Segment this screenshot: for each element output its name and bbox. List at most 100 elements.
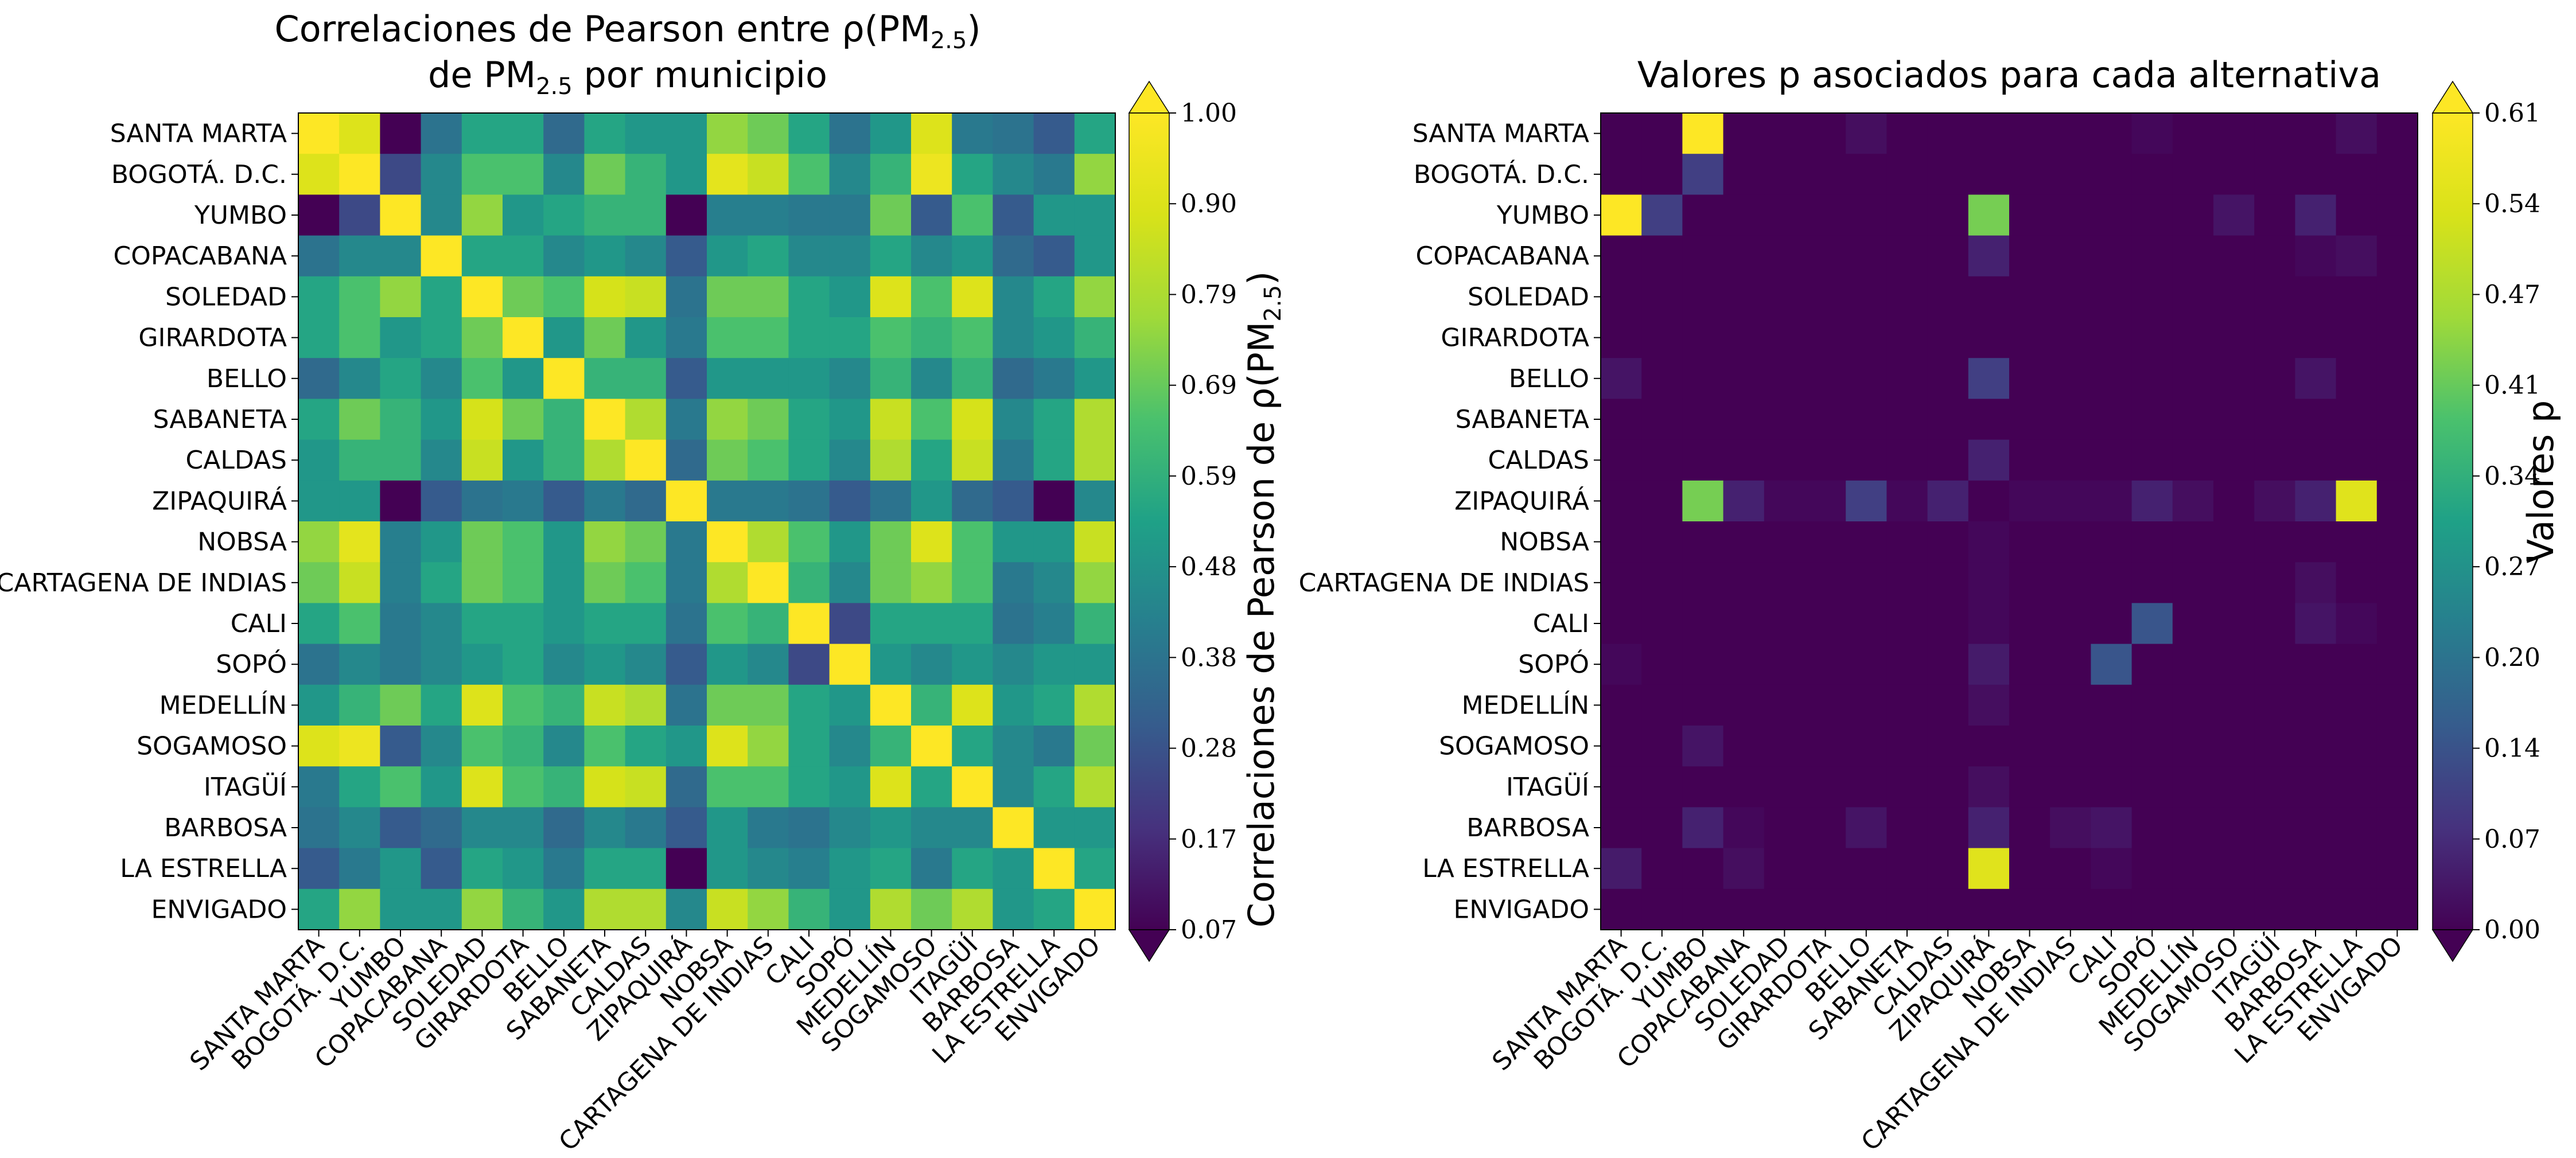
heatmap-cell — [1682, 194, 1724, 236]
heatmap-cell — [1601, 807, 1642, 849]
heatmap-cell — [870, 358, 912, 399]
heatmap-cell — [2172, 317, 2214, 358]
heatmap-cell — [2009, 644, 2050, 685]
heatmap-cell — [1805, 644, 1846, 685]
heatmap-cell — [1723, 480, 1765, 522]
heatmap-cell — [421, 726, 462, 767]
heatmap-cell — [1682, 154, 1724, 195]
heatmap-cell — [1641, 480, 1683, 522]
heatmap-cell — [2172, 562, 2214, 603]
colorbar-frame — [2432, 112, 2473, 930]
heatmap-cell — [1927, 603, 1969, 645]
heatmap-cell — [2254, 644, 2295, 685]
heatmap-cell — [1927, 276, 1969, 318]
heatmap-cell — [2295, 194, 2337, 236]
heatmap-cell — [503, 521, 544, 563]
heatmap-cell — [584, 766, 626, 808]
heatmap-cell — [339, 317, 380, 358]
y-tick-label: COPACABANA — [1415, 241, 1589, 271]
heatmap-cell — [339, 726, 380, 767]
y-tick-label: NOBSA — [197, 528, 287, 557]
colorbar-tick-label: 0.07 — [1181, 915, 1237, 945]
heatmap-cell — [1682, 113, 1724, 154]
heatmap-cell — [2254, 154, 2295, 195]
colorbar-min-arrow — [2431, 929, 2474, 962]
heatmap-cell — [2050, 644, 2091, 685]
heatmap-cell — [2295, 562, 2337, 603]
heatmap-cell — [707, 766, 748, 808]
heatmap-cell — [870, 439, 912, 481]
y-tick-label: BELLO — [207, 364, 287, 393]
heatmap-cell — [1601, 848, 1642, 890]
heatmap-cell — [503, 317, 544, 358]
heatmap-cell — [461, 644, 503, 685]
heatmap-cell — [2091, 684, 2133, 726]
heatmap-cell — [1033, 644, 1075, 685]
heatmap-cell — [1723, 766, 1765, 808]
heatmap-cell — [1927, 766, 1969, 808]
heatmap-cell — [829, 807, 871, 849]
heatmap-cell — [1805, 848, 1846, 890]
heatmap-cell — [993, 684, 1034, 726]
heatmap-cell — [1723, 684, 1765, 726]
heatmap-cell — [1723, 603, 1765, 645]
heatmap-cell — [707, 521, 748, 563]
heatmap-cell — [1968, 194, 2010, 236]
heatmap-cell — [1723, 888, 1765, 930]
heatmap-cell — [584, 113, 626, 154]
heatmap-cell — [1886, 726, 1928, 767]
colorbar-tick-label: 0.14 — [2484, 734, 2540, 763]
heatmap-cell — [1805, 154, 1846, 195]
heatmap-cell — [1682, 399, 1724, 440]
heatmap-cell — [1601, 603, 1642, 645]
heatmap-cell — [625, 480, 667, 522]
heatmap-cell — [2295, 684, 2337, 726]
chart1-title-line1: Correlaciones de Pearson entre ρ(PM2.5) — [274, 8, 980, 54]
heatmap-cell — [461, 521, 503, 563]
heatmap-cell — [788, 235, 830, 277]
heatmap-cell — [2172, 439, 2214, 481]
heatmap-cell — [543, 603, 585, 645]
heatmap-cell — [2172, 684, 2214, 726]
heatmap-cell — [788, 644, 830, 685]
heatmap-cell — [870, 113, 912, 154]
heatmap-cell — [543, 766, 585, 808]
heatmap-cell — [584, 726, 626, 767]
heatmap-cell — [503, 848, 544, 890]
heatmap-cell — [1968, 726, 2010, 767]
heatmap-cell — [1682, 603, 1724, 645]
heatmap-cell — [2376, 399, 2418, 440]
heatmap-cell — [2376, 603, 2418, 645]
heatmap-cell — [339, 480, 380, 522]
heatmap-cell — [1805, 113, 1846, 154]
heatmap-cell — [584, 480, 626, 522]
heatmap-cell — [666, 644, 707, 685]
heatmap-cell — [748, 848, 789, 890]
heatmap-cell — [666, 317, 707, 358]
colorbar-tick-label: 0.34 — [2484, 462, 2540, 491]
heatmap-cell — [584, 888, 626, 930]
heatmap-cell — [829, 399, 871, 440]
heatmap-cell — [2295, 521, 2337, 563]
heatmap-cell — [339, 603, 380, 645]
heatmap-cell — [339, 521, 380, 563]
heatmap-cell — [2295, 766, 2337, 808]
heatmap-cell — [2295, 644, 2337, 685]
heatmap-cell — [298, 235, 340, 277]
heatmap-cell — [543, 480, 585, 522]
heatmap-cell — [1764, 562, 1805, 603]
heatmap-cell — [1886, 766, 1928, 808]
heatmap-cell — [421, 807, 462, 849]
heatmap-cell — [298, 521, 340, 563]
heatmap-cell — [625, 562, 667, 603]
heatmap-cell — [1682, 480, 1724, 522]
heatmap-cell — [870, 480, 912, 522]
heatmap-cell — [1846, 521, 1887, 563]
heatmap-cell — [543, 235, 585, 277]
heatmap-cell — [584, 521, 626, 563]
heatmap-cell — [1805, 726, 1846, 767]
heatmap-cell — [2172, 194, 2214, 236]
colorbar-max-arrow — [1128, 80, 1170, 114]
heatmap-cell — [870, 154, 912, 195]
heatmap-cell — [748, 358, 789, 399]
